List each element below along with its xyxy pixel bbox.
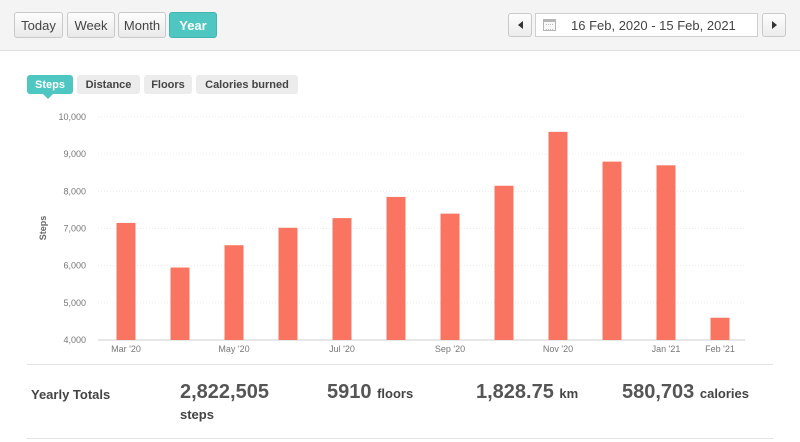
- next-period-button[interactable]: [762, 13, 786, 37]
- y-tick-label: 7,000: [63, 224, 86, 234]
- steps-bar[interactable]: [224, 245, 244, 340]
- yearly-totals-title: Yearly Totals: [31, 387, 111, 402]
- previous-period-button[interactable]: [508, 13, 532, 37]
- total-floors-unit: floors: [377, 386, 414, 401]
- total-steps-unit: steps: [180, 407, 214, 422]
- calendar-icon: [543, 19, 556, 31]
- metric-tab-calories[interactable]: Calories burned: [196, 75, 298, 94]
- period-tab-week[interactable]: Week: [67, 12, 115, 38]
- steps-bar[interactable]: [278, 227, 298, 340]
- total-distance: 1,828.75 km: [476, 381, 578, 405]
- total-distance-unit: km: [559, 386, 579, 401]
- steps-bar[interactable]: [386, 196, 406, 340]
- total-calories-value: 580,703: [622, 381, 695, 403]
- y-tick-label: 4,000: [63, 335, 86, 345]
- date-range-label: 16 Feb, 2020 - 15 Feb, 2021: [571, 17, 736, 33]
- total-floors-value: 5910: [327, 381, 372, 403]
- x-tick-label: Feb '21: [705, 344, 735, 354]
- period-tab-month[interactable]: Month: [118, 12, 166, 38]
- x-axis-ticks: Mar '20 May '20 Jul '20 Sep '20 Nov '20 Jan '…: [111, 344, 735, 354]
- metric-tab-steps[interactable]: Steps: [27, 75, 73, 99]
- y-tick-label: 8,000: [63, 186, 86, 196]
- y-tick-label: 10,000: [58, 112, 86, 122]
- y-tick-label: 6,000: [63, 261, 86, 271]
- y-tick-label: 9,000: [63, 149, 86, 159]
- x-tick-label: Mar '20: [111, 344, 141, 354]
- y-tick-label: 5,000: [63, 298, 86, 308]
- period-tab-year[interactable]: Year: [169, 12, 217, 38]
- metric-tab-floors[interactable]: Floors: [144, 75, 192, 94]
- steps-bar[interactable]: [440, 213, 460, 340]
- y-axis-title: Steps: [38, 216, 48, 241]
- y-axis-ticks: 4,000 5,000 6,000 7,000 8,000 9,000 10,000: [58, 112, 86, 345]
- total-calories-unit: calories: [699, 386, 750, 401]
- steps-bar-chart: 4,000 5,000 6,000 7,000 8,000 9,000 10,000 Mar…: [38, 112, 745, 354]
- period-tab-today[interactable]: Today: [14, 12, 63, 38]
- steps-bar[interactable]: [494, 185, 514, 340]
- top-toolbar: Today Week Month Year 16 Feb, 2020 - 15 …: [0, 0, 800, 51]
- steps-bar[interactable]: [116, 222, 136, 340]
- chart-grid: [98, 116, 745, 341]
- steps-bar[interactable]: [602, 161, 622, 340]
- steps-bar[interactable]: [548, 131, 568, 340]
- steps-bar[interactable]: [710, 317, 730, 340]
- steps-bar[interactable]: [170, 267, 190, 340]
- total-floors: 5910 floors: [327, 381, 413, 405]
- steps-bar[interactable]: [332, 218, 352, 340]
- metric-tab-distance[interactable]: Distance: [77, 75, 140, 94]
- chart-bars: [116, 131, 730, 340]
- x-tick-label: Sep '20: [435, 344, 465, 354]
- chevron-left-icon: [517, 21, 523, 29]
- chevron-right-icon: [771, 21, 777, 29]
- steps-bar[interactable]: [656, 165, 676, 340]
- total-steps-value: 2,822,505: [180, 381, 269, 403]
- x-tick-label: May '20: [218, 344, 249, 354]
- totals-divider-bottom: [27, 438, 773, 439]
- totals-divider-top: [27, 364, 773, 365]
- date-range-field[interactable]: 16 Feb, 2020 - 15 Feb, 2021: [535, 13, 758, 37]
- x-tick-label: Nov '20: [543, 344, 573, 354]
- x-tick-label: Jan '21: [652, 344, 681, 354]
- total-calories: 580,703 calories: [622, 381, 749, 405]
- x-tick-label: Jul '20: [329, 344, 355, 354]
- total-distance-value: 1,828.75: [476, 381, 554, 403]
